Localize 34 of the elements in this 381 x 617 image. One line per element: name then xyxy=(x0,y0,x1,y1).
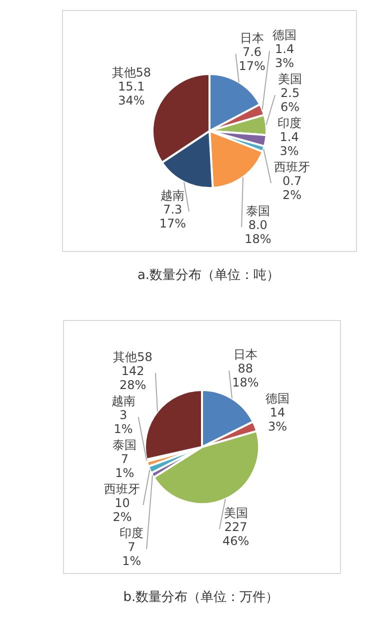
slice-label: 美国 xyxy=(224,506,248,520)
slice-label: 印度 xyxy=(277,116,302,130)
data-label: 3 1% xyxy=(114,408,133,436)
slice-label: 德国 xyxy=(272,28,297,42)
slice-label: 西班牙 xyxy=(104,482,140,496)
slice-label: 日本 xyxy=(233,348,258,362)
slice-label: 越南 xyxy=(111,394,136,408)
data-label: 10 2% xyxy=(112,496,132,524)
data-label: 227 46% xyxy=(222,520,250,548)
slice-label: 其他58 xyxy=(113,350,152,364)
data-label: 1.4 3% xyxy=(280,130,299,158)
data-label: 2.5 6% xyxy=(280,86,300,114)
slice-label: 印度 xyxy=(120,526,144,540)
text: a.数量分布（单位：吨） xyxy=(136,267,281,284)
slice-label: 其他58 xyxy=(112,66,152,80)
slice-label: 德国 xyxy=(265,391,290,406)
data-label: 88 18% xyxy=(232,362,259,390)
text: b.数量分布（单位：万件） xyxy=(122,589,280,606)
slice-label: 越南 xyxy=(160,188,185,203)
data-label: 15.1 34% xyxy=(118,80,145,108)
data-label: 8.0 18% xyxy=(244,218,272,246)
data-label: 0.7 2% xyxy=(282,174,302,202)
slice-label: 西班牙 xyxy=(274,160,310,174)
slice-label: 美国 xyxy=(278,72,302,86)
data-label: 1.4 3% xyxy=(275,42,294,70)
data-label: 7.6 17% xyxy=(238,45,266,74)
data-label: 142 28% xyxy=(119,364,146,392)
data-label: 14 3% xyxy=(268,405,287,434)
data-label: 7.3 17% xyxy=(159,202,186,231)
slice-label: 泰国 xyxy=(112,438,137,452)
data-label: 7 1% xyxy=(122,540,142,568)
slice-label: 日本 xyxy=(240,31,264,46)
slice-label: 泰国 xyxy=(246,204,270,218)
data-label: 7 1% xyxy=(115,452,134,480)
